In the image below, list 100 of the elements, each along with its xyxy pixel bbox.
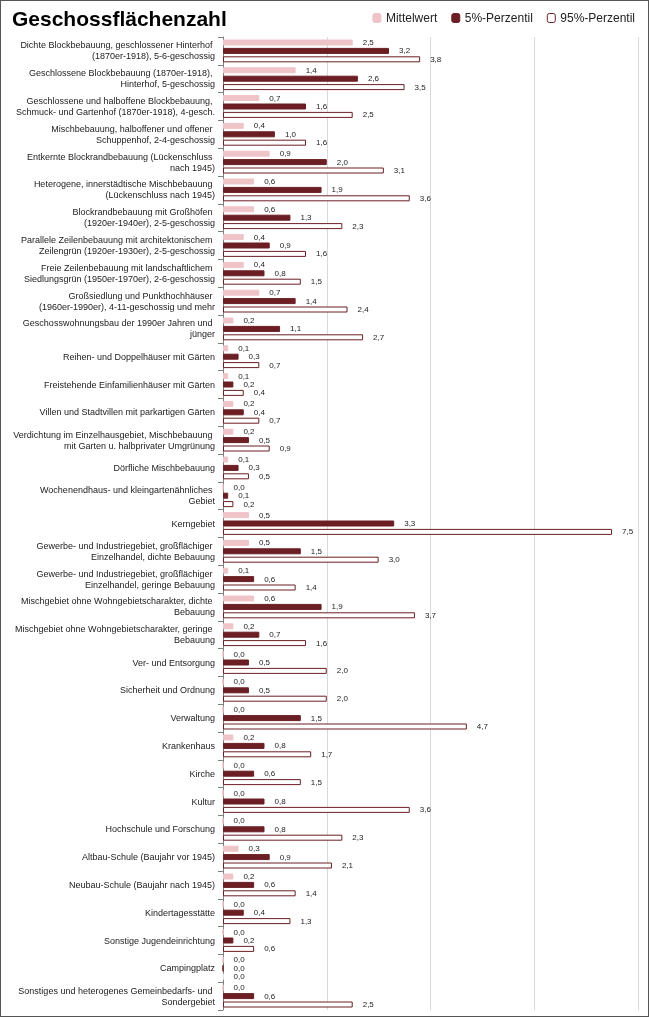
data-label: 0,3 [248, 352, 261, 362]
bar [223, 873, 234, 880]
bar [223, 298, 296, 305]
data-label: 0,2 [243, 872, 256, 881]
data-label: 0,6 [264, 204, 276, 214]
data-label: 0,4 [253, 232, 266, 242]
bar [223, 389, 244, 396]
bar [223, 659, 249, 666]
data-label: 1,1 [290, 324, 302, 334]
bar [223, 723, 467, 730]
data-label: 2,0 [336, 157, 349, 167]
data-label: 0,0 [233, 963, 246, 973]
data-label: 0,5 [258, 658, 271, 667]
data-label: 0,0 [233, 955, 246, 965]
y-tick-label: Gewerbe- und Industriegebiet, großflächiger Einzelhandel, geringe Bebauung [36, 568, 215, 590]
bar [223, 223, 343, 230]
legend-label: 95%-Perzentil [560, 11, 635, 25]
bar [223, 289, 260, 296]
data-label: 1,4 [305, 296, 318, 306]
y-tick-label: Dörfliche Mischbebauung [113, 462, 215, 473]
data-label: 0,5 [258, 538, 271, 548]
bar [223, 159, 327, 166]
bar [223, 278, 301, 285]
bar [223, 909, 244, 916]
data-label: 1,6 [316, 102, 328, 111]
bar [223, 1001, 353, 1008]
data-label: 1,7 [321, 749, 333, 759]
y-tick-label: Freistehende Einfamilienhäuser mit Gärten [43, 379, 215, 390]
bar [223, 56, 421, 63]
data-label: 2,1 [341, 861, 354, 870]
y-tick-label: Entkernte Blockrandbebauung (Lückenschluss nach 1945) [26, 151, 215, 173]
bar [223, 456, 229, 463]
data-label: 0,2 [243, 380, 256, 389]
data-label: 0,9 [279, 444, 292, 453]
bar [223, 67, 296, 74]
data-label: 0,6 [264, 880, 276, 890]
y-tick-label: Kindertagesstätte [144, 907, 215, 918]
y-tick-label: Kirche [189, 768, 215, 779]
y-tick-label: Villen und Stadtvillen mit parkartigen Gärten [39, 407, 215, 418]
y-tick-label: Freie Zeilenbebauung mit landschaftlichem Siedlungsgrün (1950er-1970er), 2-6-geschossig [23, 262, 215, 284]
data-label: 0,8 [274, 741, 287, 751]
data-label: 0,7 [269, 360, 281, 370]
data-label: 0,6 [264, 769, 276, 779]
data-label: 0,2 [243, 499, 256, 509]
bar [223, 84, 405, 91]
data-label: 0,0 [233, 677, 246, 687]
data-label: 2,3 [352, 221, 364, 231]
data-label: 0,5 [258, 510, 271, 520]
bar [223, 567, 229, 574]
y-tick-label: Hochschule und Forschung [105, 824, 215, 835]
y-tick-label: Geschosswohnungsbau der 1990er Jahren und jünger [22, 318, 215, 340]
data-label: 0,0 [233, 899, 246, 909]
y-tick-label: Ver- und Entsorgung [132, 657, 215, 668]
bar [223, 945, 255, 952]
bar [223, 362, 260, 369]
data-label: 1,9 [331, 185, 344, 195]
data-label: 0,6 [264, 574, 276, 584]
data-label: 1,5 [310, 546, 323, 556]
bar [223, 325, 281, 332]
data-label: 1,6 [316, 138, 328, 148]
data-label: 0,7 [269, 288, 281, 298]
data-label: 0,2 [243, 733, 256, 742]
y-tick-label: Heterogene, innerstädtische Mischbebauung (Lückenschluss nach 1945) [33, 179, 215, 201]
data-label: 1,0 [284, 129, 297, 139]
data-label: 0,5 [258, 471, 271, 481]
bar [223, 75, 358, 82]
y-tick-label: Gewerbe- und Industriegebiet, großflächiger Einzelhandel, dichte Bebauung [36, 540, 215, 562]
y-tick-label: Kerngebiet [171, 518, 216, 529]
data-label: 0,6 [264, 177, 276, 186]
data-label: 0,0 [233, 983, 246, 993]
bar [223, 437, 249, 444]
data-label: 2,3 [352, 833, 364, 843]
bar [223, 428, 234, 435]
data-label: 0,0 [233, 482, 246, 492]
data-label: 7,5 [622, 527, 634, 537]
data-label: 0,0 [233, 788, 246, 798]
y-tick-label: Geschlossene und halboffene Blockbebauung, Schmuck- und Gartenhof (1870er-1918), 4-gesch. [15, 96, 215, 117]
data-label: 0,3 [248, 844, 261, 854]
data-label: 2,5 [362, 1000, 375, 1009]
bar [223, 111, 353, 118]
data-label: 0,2 [243, 427, 256, 437]
bar [223, 528, 613, 535]
bar [223, 845, 239, 852]
data-label: 3,7 [424, 610, 437, 620]
bar [223, 492, 229, 499]
bar [223, 47, 389, 54]
bar [223, 881, 255, 888]
y-tick-label: Verdichtung im Einzelhausgebiet, Mischbebauung mit Garten u. halbprivater Umgrünung [13, 429, 215, 451]
bar [223, 250, 306, 257]
bar [223, 993, 255, 1000]
data-label: 0,4 [253, 121, 266, 131]
data-label: 1,6 [316, 249, 328, 259]
data-label: 1,6 [316, 638, 328, 648]
y-tick-label: Parallele Zeilenbebauung mit architektonischem Zeilengrün (1920er-1930er), 2-5-geschossig [20, 235, 215, 256]
bar [223, 687, 249, 694]
data-label: 0,1 [238, 455, 250, 464]
data-label: 0,1 [238, 566, 250, 576]
bar [223, 742, 265, 749]
y-tick-label: Sicherheit und Ordnung [119, 685, 215, 696]
bar [223, 751, 312, 758]
